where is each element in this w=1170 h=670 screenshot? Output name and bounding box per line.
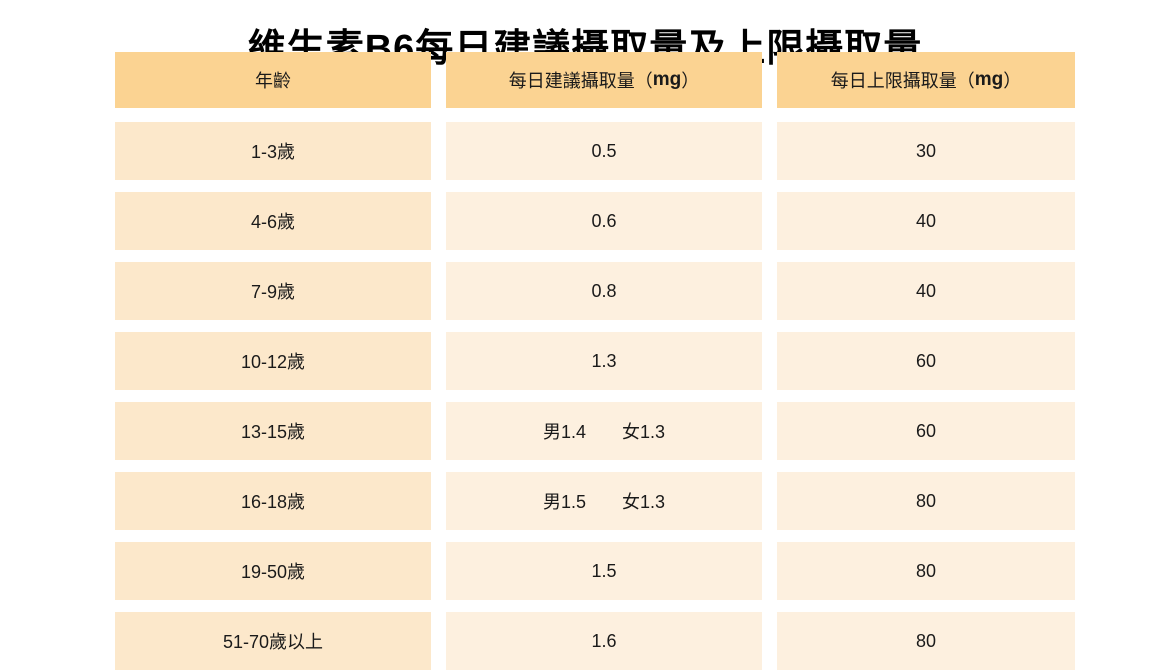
header-text: 每日上限攝取量（ — [830, 71, 975, 91]
age-cell: 16-18歲 — [115, 472, 431, 530]
upper-limit-cell: 80 — [777, 612, 1075, 670]
header-unit: mg — [974, 69, 1004, 90]
header-text: 年齡 — [255, 71, 291, 91]
age-cell: 4-6歲 — [115, 192, 431, 250]
recommended-cell: 1.6 — [446, 612, 762, 670]
age-cell: 51-70歲以上 — [115, 612, 431, 670]
header-unit: mg — [652, 69, 682, 90]
table-header-row: 年齡 每日建議攝取量（ mg） 每日上限攝取量（ mg） — [115, 52, 1075, 108]
age-cell: 7-9歲 — [115, 262, 431, 320]
upper-limit-cell: 80 — [777, 542, 1075, 600]
age-cell: 1-3歲 — [115, 122, 431, 180]
recommended-cell: 0.8 — [446, 262, 762, 320]
recommended-cell: 0.6 — [446, 192, 762, 250]
header-text: 每日建議攝取量（ — [508, 71, 653, 91]
age-cell: 13-15歲 — [115, 402, 431, 460]
upper-limit-cell: 60 — [777, 332, 1075, 390]
header-suffix: ） — [1003, 71, 1022, 91]
age-cell: 10-12歲 — [115, 332, 431, 390]
intake-table: 年齡 每日建議攝取量（ mg） 每日上限攝取量（ mg） 1-3歲 0.5 30 4… — [115, 52, 1075, 670]
column-header-recommended: 每日建議攝取量（ mg） — [446, 52, 762, 108]
recommended-cell: 1.5 — [446, 542, 762, 600]
upper-limit-cell: 40 — [777, 192, 1075, 250]
upper-limit-cell: 40 — [777, 262, 1075, 320]
recommended-cell: 男1.4 女1.3 — [446, 402, 762, 460]
recommended-cell: 男1.5 女1.3 — [446, 472, 762, 530]
upper-limit-cell: 80 — [777, 472, 1075, 530]
column-header-age: 年齡 — [115, 52, 431, 108]
header-suffix: ） — [681, 71, 700, 91]
recommended-cell: 0.5 — [446, 122, 762, 180]
recommended-cell: 1.3 — [446, 332, 762, 390]
upper-limit-cell: 60 — [777, 402, 1075, 460]
age-cell: 19-50歲 — [115, 542, 431, 600]
column-header-upper-limit: 每日上限攝取量（ mg） — [777, 52, 1075, 108]
upper-limit-cell: 30 — [777, 122, 1075, 180]
table-body: 1-3歲 0.5 30 4-6歲 0.6 40 7-9歲 0.8 40 10-1… — [115, 122, 1075, 670]
